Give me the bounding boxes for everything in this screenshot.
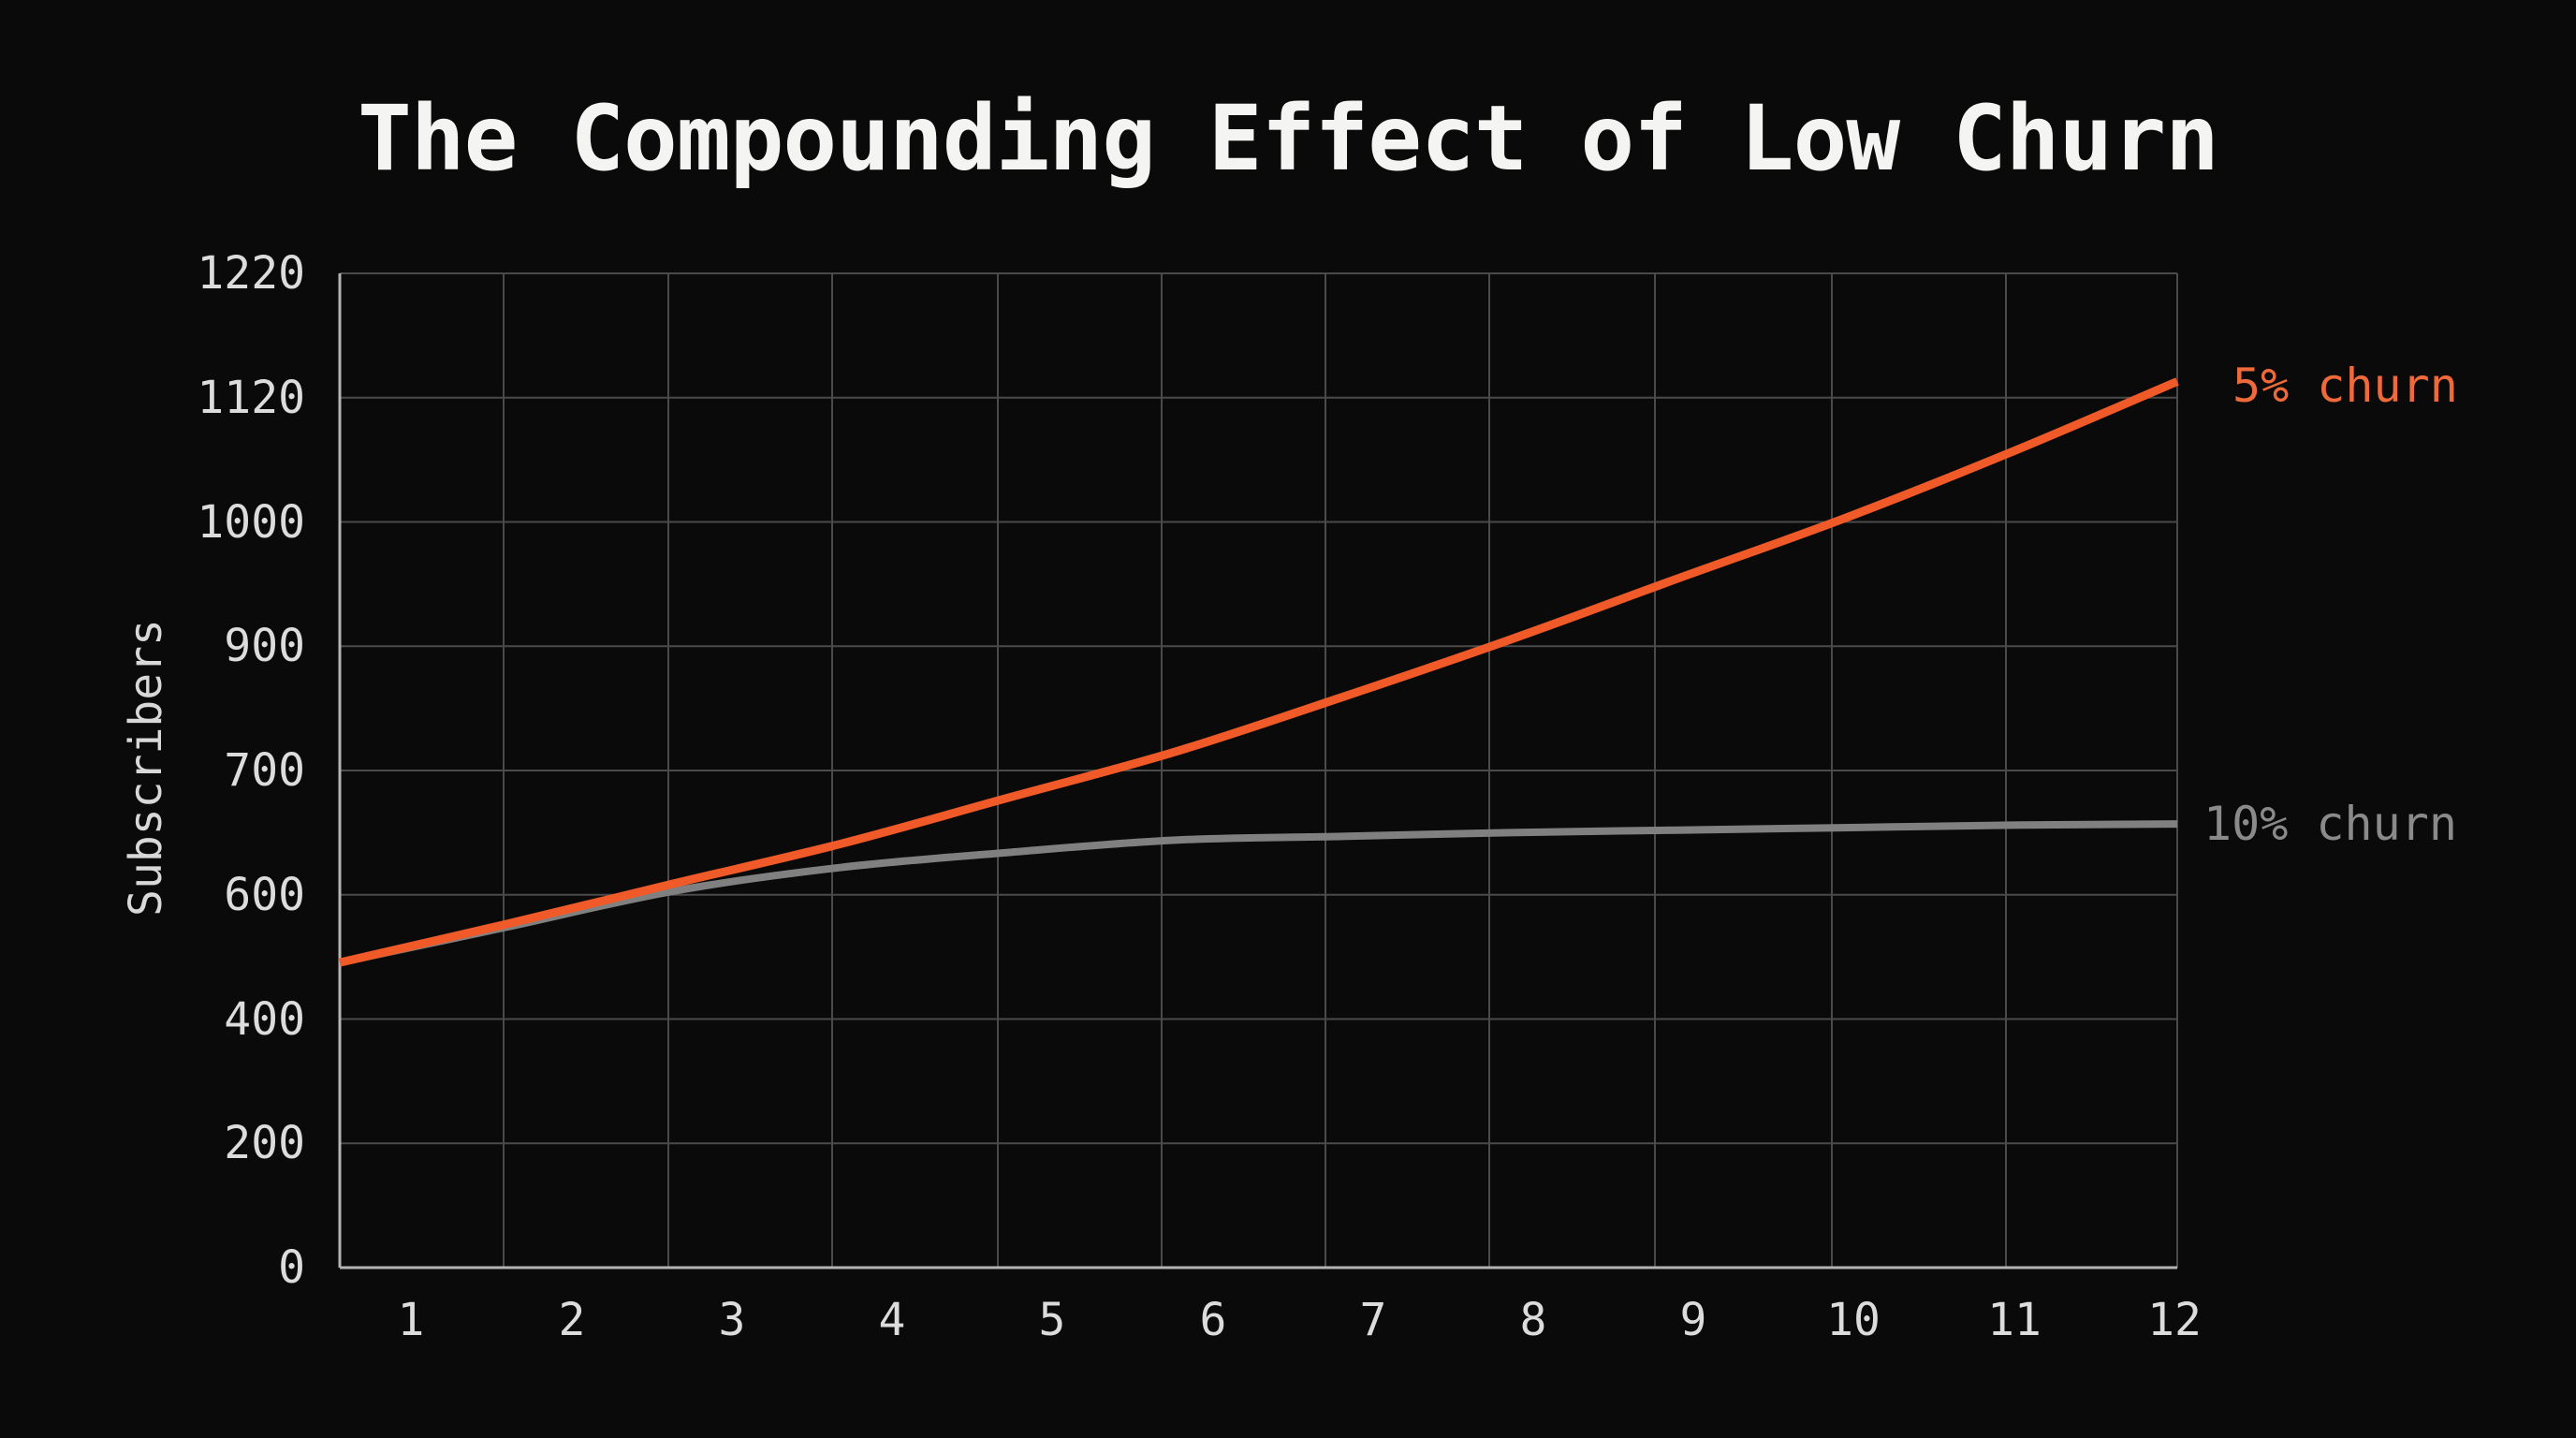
y-axis-title: Subscribers (120, 619, 172, 917)
x-tick-label: 10 (1826, 1294, 1881, 1346)
y-tick-label: 1220 (197, 247, 305, 300)
x-tick-label: 7 (1359, 1294, 1387, 1346)
y-tick-label: 600 (224, 868, 305, 921)
series-label-10-churn: 10% churn (2203, 797, 2457, 851)
x-tick-label: 12 (2147, 1294, 2202, 1346)
y-tick-label: 400 (224, 992, 305, 1046)
x-tick-label: 5 (1038, 1294, 1066, 1346)
chart-title: The Compounding Effect of Low Churn (358, 86, 2219, 191)
x-tick-label: 11 (1987, 1294, 2042, 1346)
series-label-5-churn: 5% churn (2232, 359, 2458, 413)
y-tick-label: 200 (224, 1117, 305, 1170)
series-lines (338, 377, 2179, 967)
axis-frame (338, 272, 2178, 1269)
grid-lines (340, 273, 2177, 1268)
x-tick-label: 3 (718, 1294, 746, 1346)
x-tick-label: 2 (558, 1294, 586, 1346)
series-line-5-churn (338, 377, 2179, 967)
x-tick-label: 9 (1679, 1294, 1707, 1346)
y-tick-label: 0 (278, 1241, 305, 1294)
x-tick-label: 4 (878, 1294, 906, 1346)
y-tick-label: 900 (224, 620, 305, 673)
series-line-10-churn (339, 820, 2178, 967)
y-tick-label: 700 (224, 744, 305, 797)
x-tick-label: 6 (1199, 1294, 1227, 1346)
x-tick-label: 8 (1519, 1294, 1547, 1346)
y-tick-label: 1120 (197, 371, 305, 424)
x-tick-label: 1 (397, 1294, 425, 1346)
y-tick-label: 1000 (197, 495, 305, 549)
